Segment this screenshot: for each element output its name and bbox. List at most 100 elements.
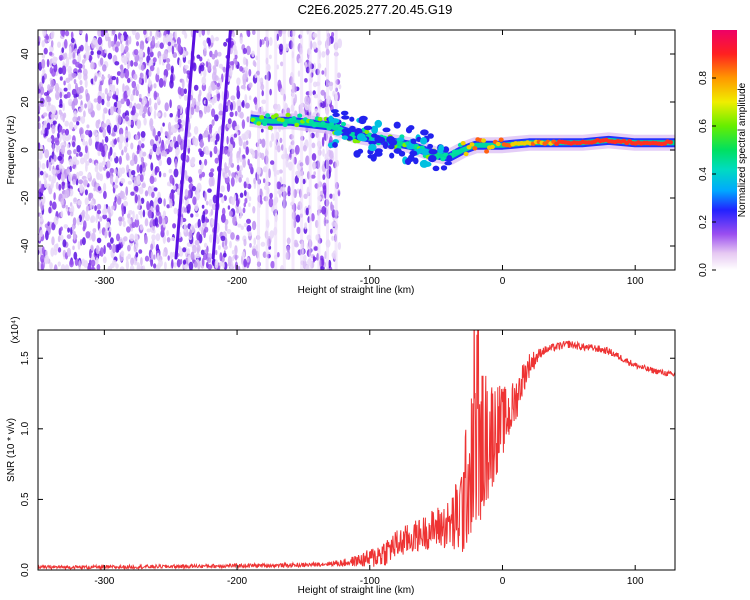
noise-blob [302, 144, 307, 152]
noise-blob [162, 35, 166, 45]
noise-blob [102, 214, 108, 220]
track-scatter [349, 116, 355, 122]
noise-band [274, 30, 278, 270]
noise-blob [146, 228, 151, 233]
noise-blob [268, 54, 272, 60]
noise-blob [251, 220, 257, 231]
noise-blob [212, 133, 217, 144]
noise-blob [229, 61, 235, 66]
noise-blob [140, 197, 145, 204]
track-scatter [398, 150, 406, 157]
noise-blob [111, 76, 117, 81]
noise-blob [214, 249, 218, 256]
noise-blob [213, 145, 218, 155]
noise-blob [320, 89, 326, 96]
noise-blob [156, 252, 160, 261]
noise-blob [224, 223, 228, 232]
noise-blob [101, 75, 106, 81]
noise-blob [244, 197, 248, 204]
noise-blob [179, 258, 183, 265]
noise-blob [208, 85, 212, 95]
noise-blob [177, 134, 181, 143]
noise-blob [49, 200, 53, 207]
noise-blob [82, 225, 86, 232]
noise-blob [236, 157, 240, 164]
noise-blob [111, 30, 116, 35]
noise-blob [227, 118, 232, 125]
noise-blob [82, 138, 86, 146]
noise-blob [227, 255, 232, 266]
noise-blob [133, 73, 138, 81]
noise-blob [243, 238, 247, 247]
noise-blob [89, 248, 92, 259]
track-scatter [421, 148, 430, 156]
noise-blob [214, 36, 220, 42]
noise-blob [164, 102, 169, 112]
noise-blob [209, 99, 214, 104]
noise-blob [305, 207, 309, 216]
noise-blob [304, 95, 310, 105]
noise-blob [72, 245, 75, 251]
noise-blob [198, 159, 202, 166]
noise-blob [97, 186, 102, 191]
noise-blob [237, 105, 242, 113]
track-scatter [341, 135, 349, 140]
noise-blob [203, 242, 208, 248]
noise-blob [115, 87, 119, 97]
noise-blob [81, 59, 86, 65]
track-scatter [371, 133, 378, 138]
noise-blob [120, 250, 125, 258]
track-blob [273, 113, 279, 118]
noise-band [326, 30, 329, 270]
noise-blob [214, 157, 219, 164]
noise-blob [59, 125, 63, 133]
noise-blob [63, 80, 66, 86]
noise-blob [109, 106, 114, 116]
noise-blob [311, 153, 317, 161]
noise-blob [162, 122, 165, 127]
noise-blob [51, 174, 57, 184]
noise-blob [239, 36, 243, 45]
noise-blob [195, 190, 200, 201]
noise-blob [136, 175, 141, 185]
noise-blob [243, 202, 247, 208]
noise-blob [176, 36, 181, 46]
noise-blob [242, 141, 247, 150]
noise-blob [40, 263, 44, 270]
noise-blob [205, 127, 208, 137]
noise-blob [150, 257, 154, 267]
noise-blob [143, 105, 148, 114]
noise-blob [138, 93, 142, 98]
noise-blob [60, 197, 65, 206]
noise-blob [125, 164, 130, 173]
noise-blob [236, 207, 240, 214]
noise-blob [336, 72, 341, 79]
noise-blob [78, 108, 83, 113]
noise-blob [226, 182, 231, 193]
noise-blob [195, 253, 201, 259]
snr-ylabel: SNR (10 * v/v) [6, 418, 17, 482]
noise-blob [58, 67, 63, 75]
noise-blob [276, 181, 282, 190]
noise-blob [245, 45, 251, 56]
noise-blob [152, 143, 158, 153]
noise-blob [144, 74, 148, 83]
y-tick-label: -40 [20, 238, 31, 253]
noise-blob [73, 148, 77, 155]
noise-blob [222, 252, 227, 258]
noise-blob [51, 56, 57, 66]
noise-blob [234, 110, 238, 117]
noise-blob [50, 113, 56, 119]
noise-blob [76, 121, 80, 126]
noise-blob [120, 98, 125, 105]
noise-blob [46, 58, 50, 68]
track-blob [495, 141, 501, 147]
noise-blob [116, 41, 121, 47]
noise-blob [41, 162, 46, 170]
noise-blob [153, 254, 156, 260]
track-scatter [332, 141, 338, 148]
noise-blob [323, 216, 327, 227]
track-scatter [363, 125, 373, 131]
noise-band [334, 30, 338, 270]
noise-blob [114, 196, 117, 203]
